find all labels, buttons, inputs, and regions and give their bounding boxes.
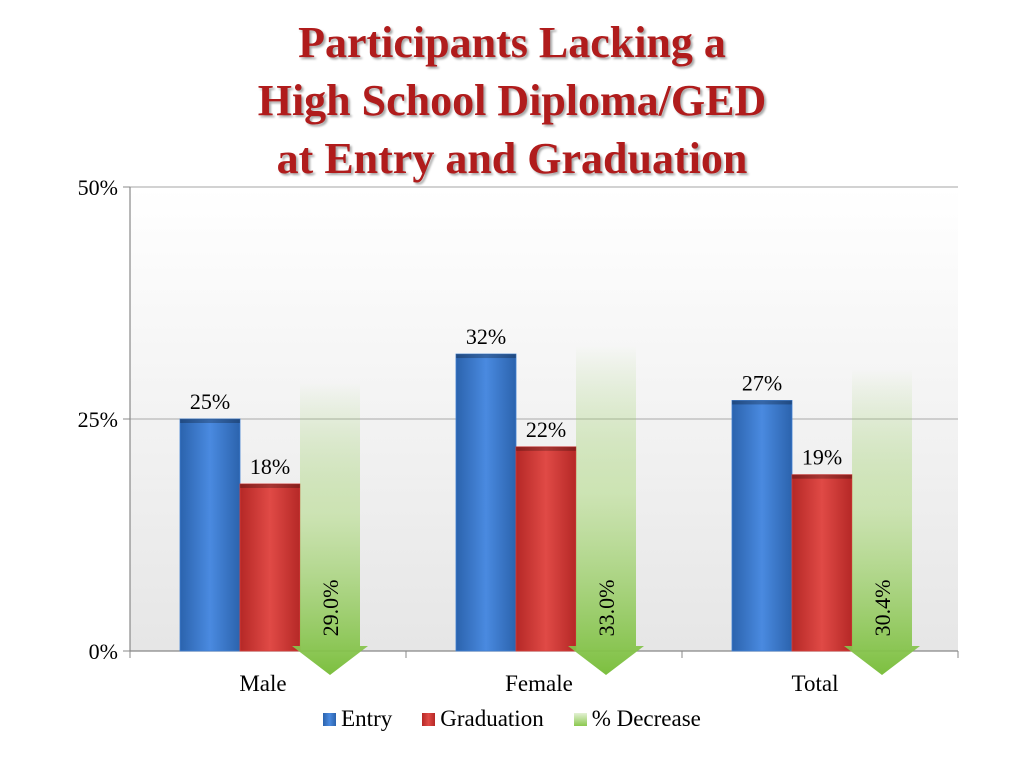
legend: Entry Graduation % Decrease [0, 706, 1024, 732]
bar-entry-male [179, 418, 241, 652]
bar-entry-female [455, 353, 517, 652]
grid-lines [130, 186, 958, 420]
data-label-decrease-male: 29.0% [318, 580, 343, 637]
chart-title-line-2: High School Diploma/GED [257, 76, 767, 125]
data-label-entry-total: 27% [742, 370, 782, 395]
y-tick-label: 25% [78, 407, 118, 432]
data-label-graduation-total: 19% [802, 445, 842, 470]
labels: 25% 18% 29.0% Male 32% 22% 33.0% Female 27% 19% 30… [190, 324, 895, 696]
bar-graduation-male [239, 483, 301, 652]
chart-title-line-1: Participants Lacking a [298, 18, 726, 67]
data-label-decrease-total: 30.4% [870, 580, 895, 637]
category-label-total: Total [792, 671, 839, 696]
data-label-decrease-female: 33.0% [594, 580, 619, 637]
data-label-graduation-male: 18% [250, 454, 290, 479]
legend-item-entry: Entry [323, 706, 392, 732]
bar-top-edge [516, 446, 576, 451]
bar-entry-total [731, 400, 793, 652]
y-tick-label: 50% [78, 175, 118, 200]
legend-item-decrease: % Decrease [573, 706, 701, 732]
legend-label-graduation: Graduation [440, 706, 544, 731]
legend-swatch-entry [323, 712, 337, 726]
legend-item-graduation: Graduation [422, 706, 544, 732]
bar-top-edge [180, 419, 240, 423]
legend-label-decrease: % Decrease [591, 706, 701, 731]
chart-title-line-3: at Entry and Graduation [276, 134, 748, 183]
data-label-entry-male: 25% [190, 389, 230, 414]
bar-graduation-female [515, 446, 577, 652]
category-label-female: Female [505, 671, 573, 696]
y-tick-label: 0% [89, 639, 118, 664]
arrow-decrease-female [568, 344, 644, 675]
arrow-decrease-male [292, 381, 368, 675]
bar-top-edge [240, 483, 300, 488]
bar-top-edge [732, 400, 792, 405]
bars [179, 344, 920, 675]
data-label-entry-female: 32% [466, 324, 506, 349]
arrow-decrease-total [844, 368, 920, 675]
bar-top-edge [456, 354, 516, 359]
bar-top-edge [792, 474, 852, 479]
category-label-male: Male [239, 671, 286, 696]
legend-swatch-graduation [422, 712, 436, 726]
chart-title: Participants Lacking a High School Diplo… [0, 14, 1024, 188]
data-label-graduation-female: 22% [526, 417, 566, 442]
legend-label-entry: Entry [341, 706, 393, 731]
bar-graduation-total [791, 474, 853, 652]
legend-swatch-decrease [573, 712, 587, 726]
